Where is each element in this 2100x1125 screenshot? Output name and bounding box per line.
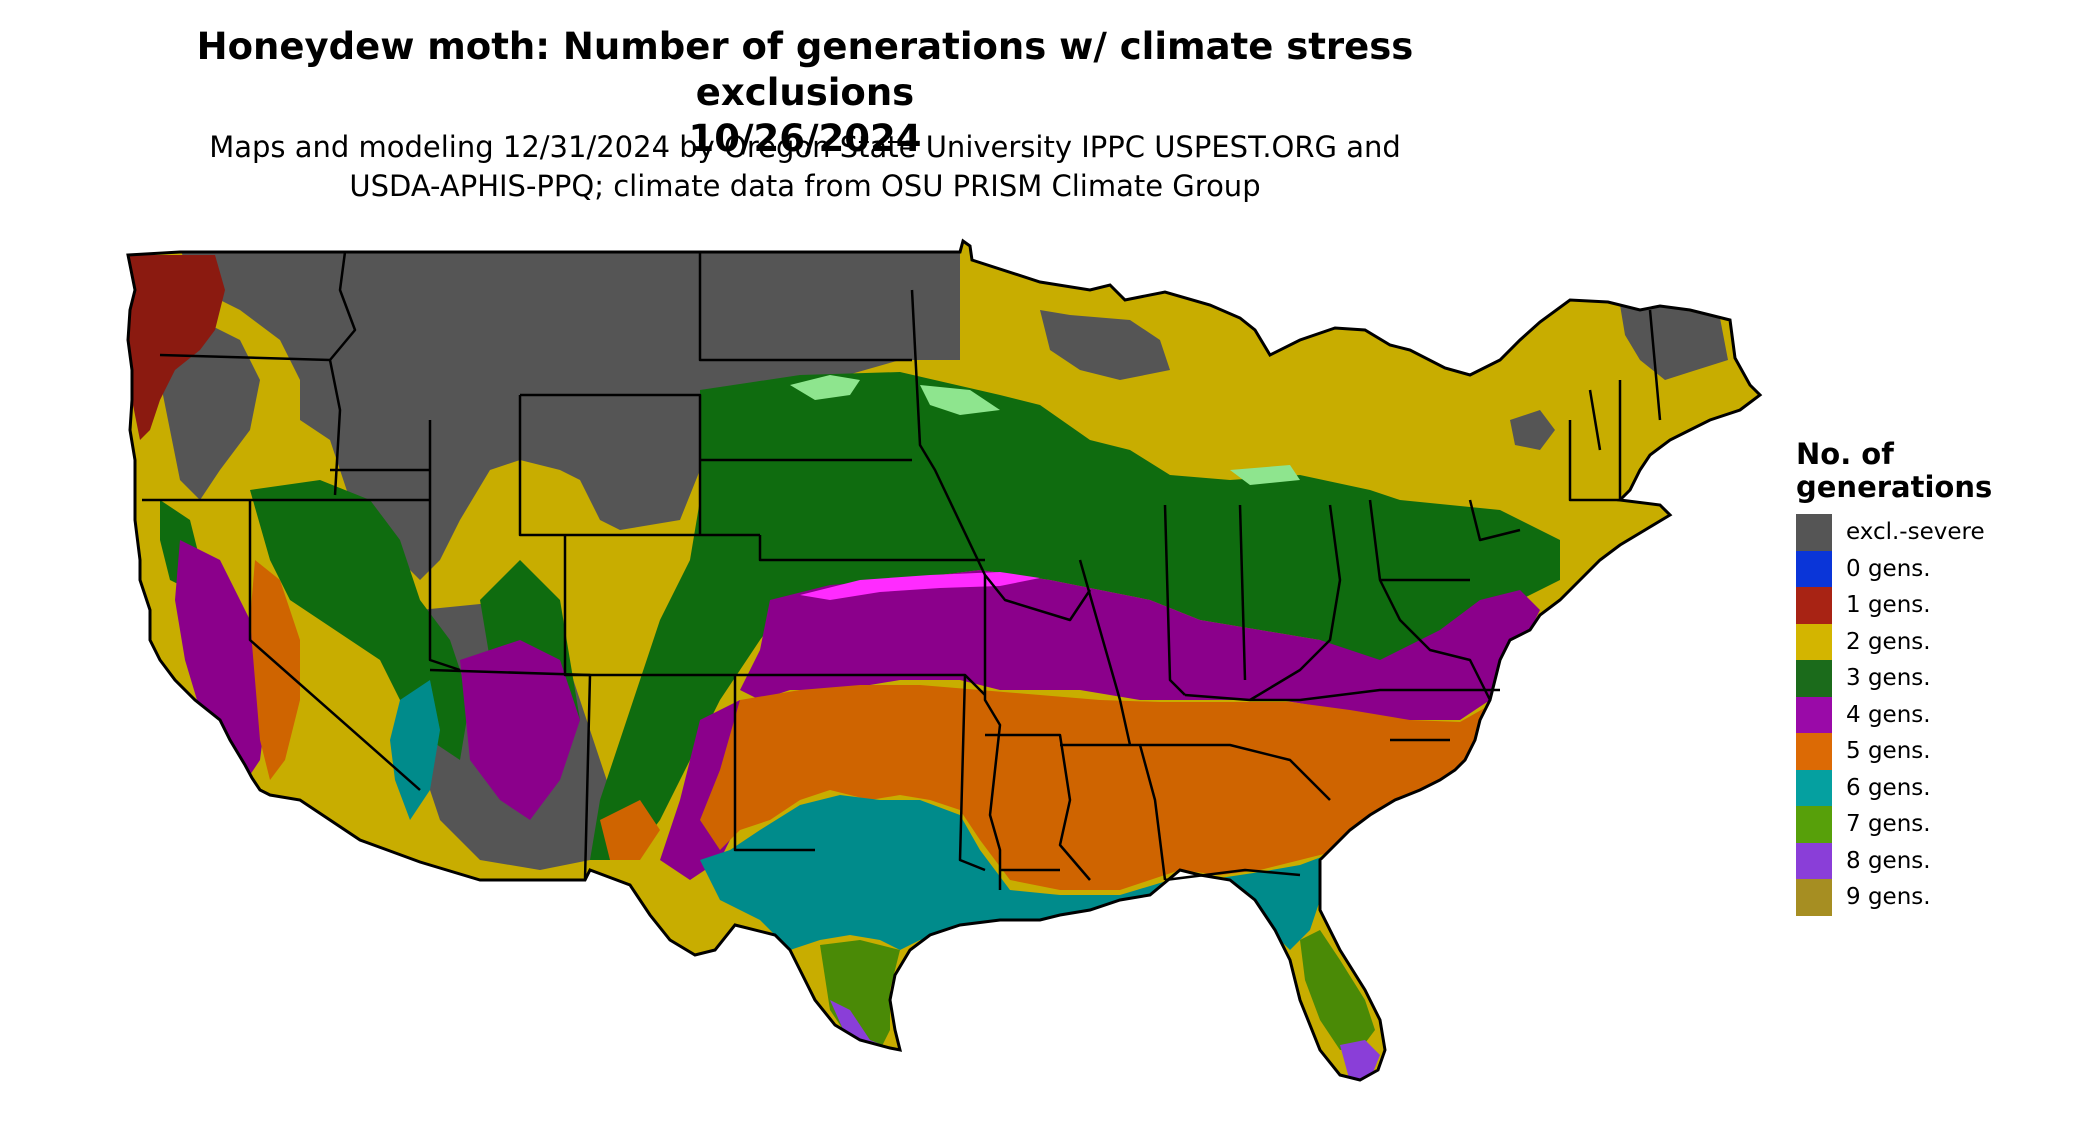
generation-zones [128,241,1760,1080]
legend-item: 7 gens. [1796,806,1992,843]
legend-swatch [1796,660,1832,697]
legend-items: excl.-severe 0 gens. 1 gens. 2 gens. 3 gens.… [1796,514,1992,916]
legend-swatch [1796,806,1832,843]
legend-swatch [1796,550,1832,587]
zone-5-gen [250,560,1500,890]
zone-6-gen [390,680,1360,950]
map-title: Honeydew moth: Number of generations w/ … [180,24,1430,162]
legend-title: No. of generations [1796,438,1992,504]
legend-label: 4 gens. [1846,701,1931,728]
zone-8-gen [830,1000,1380,1080]
legend-swatch [1796,769,1832,806]
legend-swatch [1796,514,1832,551]
legend-label: 7 gens. [1846,811,1931,838]
legend-swatch [1796,733,1832,770]
subtitle-line-1: Maps and modeling 12/31/2024 by Oregon S… [209,130,1401,164]
subtitle-line-2: USDA-APHIS-PPQ; climate data from OSU PR… [349,169,1261,203]
legend-item: 3 gens. [1796,660,1992,697]
zone-1-gen [128,255,225,440]
legend-title-line-1: No. of [1796,437,1894,471]
legend: No. of generations excl.-severe 0 gens. 1 … [1796,438,1992,916]
legend-item: excl.-severe [1796,514,1992,551]
legend-swatch [1796,842,1832,879]
legend-label: 5 gens. [1846,738,1931,765]
legend-label: 2 gens. [1846,628,1931,655]
legend-label: 0 gens. [1846,555,1931,582]
legend-item: 2 gens. [1796,623,1992,660]
title-line-1: Honeydew moth: Number of generations w/ … [196,25,1414,114]
legend-item: 1 gens. [1796,587,1992,624]
legend-swatch [1796,623,1832,660]
legend-item: 4 gens. [1796,696,1992,733]
legend-item: 5 gens. [1796,733,1992,770]
legend-item: 6 gens. [1796,769,1992,806]
legend-item: 8 gens. [1796,842,1992,879]
us-generations-map [126,238,1763,1082]
zone-4-gen-edge [800,572,1040,600]
legend-swatch [1796,879,1832,916]
legend-label: 1 gens. [1846,592,1931,619]
legend-title-line-2: generations [1796,470,1993,504]
legend-item: 0 gens. [1796,550,1992,587]
legend-label: 6 gens. [1846,774,1931,801]
us-outline [126,238,1763,1082]
state-borders [142,251,1662,890]
map-subtitle: Maps and modeling 12/31/2024 by Oregon S… [180,128,1430,206]
zone-3-gen-light [790,375,1300,485]
title-date: 10/26/2024 [688,117,922,160]
legend-label: 3 gens. [1846,665,1931,692]
legend-swatch [1796,587,1832,624]
legend-swatch [1796,696,1832,733]
legend-label: excl.-severe [1846,519,1985,546]
legend-item: 9 gens. [1796,879,1992,916]
legend-label: 9 gens. [1846,884,1931,911]
legend-label: 8 gens. [1846,847,1931,874]
